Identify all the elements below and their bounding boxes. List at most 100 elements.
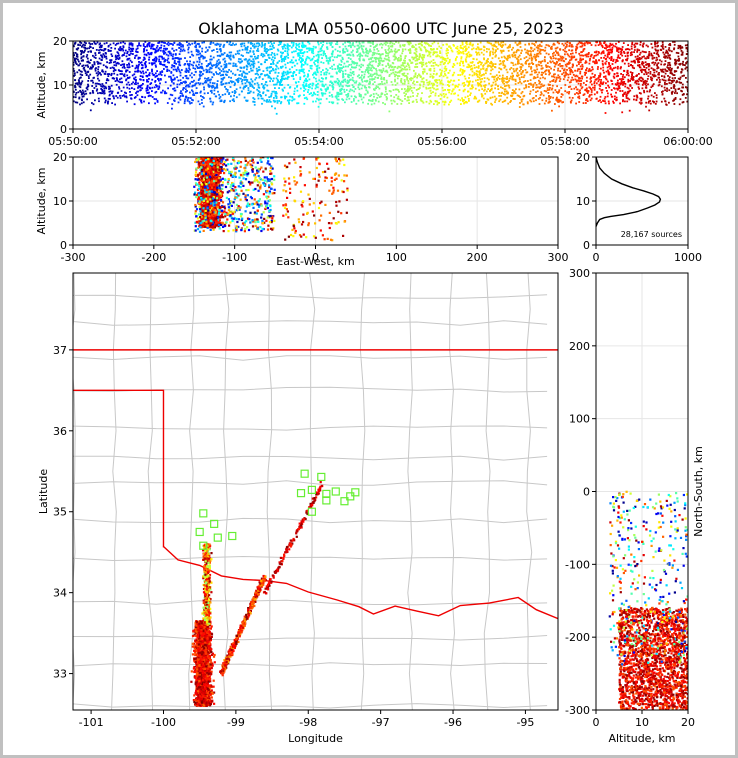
data-point xyxy=(605,78,608,81)
data-point xyxy=(139,44,142,47)
data-point xyxy=(284,47,287,50)
data-point xyxy=(121,48,124,50)
data-point xyxy=(403,82,406,85)
data-point xyxy=(215,86,217,89)
data-point xyxy=(393,100,396,103)
data-point xyxy=(118,49,121,52)
data-point xyxy=(579,65,582,68)
data-point xyxy=(627,74,630,77)
data-point xyxy=(154,80,156,83)
data-point xyxy=(663,56,665,58)
data-point xyxy=(164,74,166,77)
data-point xyxy=(306,63,309,66)
data-point xyxy=(135,81,137,83)
data-point xyxy=(408,59,411,61)
data-point xyxy=(670,50,673,53)
data-point xyxy=(621,46,624,48)
data-point xyxy=(505,58,508,60)
data-point xyxy=(263,44,266,47)
data-point xyxy=(595,59,597,61)
data-point xyxy=(130,47,132,50)
data-point xyxy=(625,95,628,98)
data-point xyxy=(156,70,158,72)
data-point xyxy=(477,43,479,46)
data-point xyxy=(282,89,284,92)
data-point xyxy=(395,94,398,96)
data-point xyxy=(74,52,77,54)
data-point xyxy=(441,86,444,89)
data-point xyxy=(253,53,255,55)
data-point xyxy=(439,52,442,54)
data-point xyxy=(320,88,322,91)
data-point xyxy=(599,43,601,45)
data-point xyxy=(601,46,604,49)
data-point xyxy=(109,67,112,69)
data-point xyxy=(291,61,294,64)
data-point xyxy=(246,80,248,83)
data-point xyxy=(529,92,531,95)
data-point xyxy=(468,73,471,76)
data-point xyxy=(101,49,103,51)
data-point xyxy=(633,49,636,51)
data-point xyxy=(361,80,364,83)
data-point xyxy=(174,97,177,100)
data-point xyxy=(413,52,416,54)
data-point xyxy=(316,69,319,72)
data-point xyxy=(432,62,435,64)
data-point xyxy=(296,102,298,105)
data-point xyxy=(630,78,633,80)
data-point xyxy=(422,85,425,88)
data-point xyxy=(593,93,596,96)
data-point xyxy=(346,41,349,43)
data-point xyxy=(341,80,343,83)
data-point xyxy=(172,79,174,81)
data-point xyxy=(103,97,106,100)
data-point xyxy=(131,61,133,64)
data-point xyxy=(515,69,518,72)
data-point xyxy=(139,62,142,64)
data-point xyxy=(467,95,469,98)
data-point xyxy=(389,45,392,48)
data-point xyxy=(647,75,650,78)
data-point xyxy=(590,44,593,46)
data-point xyxy=(593,87,596,89)
data-point xyxy=(492,91,495,94)
data-point xyxy=(582,102,585,104)
data-point xyxy=(216,48,218,50)
data-point xyxy=(94,99,96,102)
data-point xyxy=(540,41,543,44)
data-point xyxy=(502,44,504,47)
data-point xyxy=(501,78,504,81)
data-point xyxy=(372,93,375,95)
data-point xyxy=(386,81,388,84)
data-point xyxy=(428,83,431,85)
data-point xyxy=(436,54,439,57)
data-point xyxy=(457,79,460,81)
data-point xyxy=(303,79,306,82)
data-point xyxy=(420,100,423,102)
data-point xyxy=(378,53,380,55)
data-point xyxy=(644,61,647,64)
data-point xyxy=(306,75,309,78)
data-point xyxy=(660,100,663,103)
data-point xyxy=(584,54,587,56)
data-point xyxy=(358,53,360,56)
data-point xyxy=(271,52,273,54)
data-point xyxy=(578,41,581,44)
data-point xyxy=(359,55,361,58)
data-point xyxy=(422,63,425,66)
data-point xyxy=(414,48,417,51)
data-point xyxy=(351,60,354,63)
data-point xyxy=(409,41,411,44)
data-point xyxy=(681,62,684,65)
data-point xyxy=(198,58,201,61)
data-point xyxy=(125,55,128,58)
data-point xyxy=(625,97,628,99)
data-point xyxy=(511,62,514,64)
data-point xyxy=(87,85,90,87)
data-point xyxy=(148,73,150,76)
data-point xyxy=(616,87,618,90)
data-point xyxy=(246,100,248,102)
data-point xyxy=(73,57,76,60)
data-point xyxy=(193,79,195,82)
